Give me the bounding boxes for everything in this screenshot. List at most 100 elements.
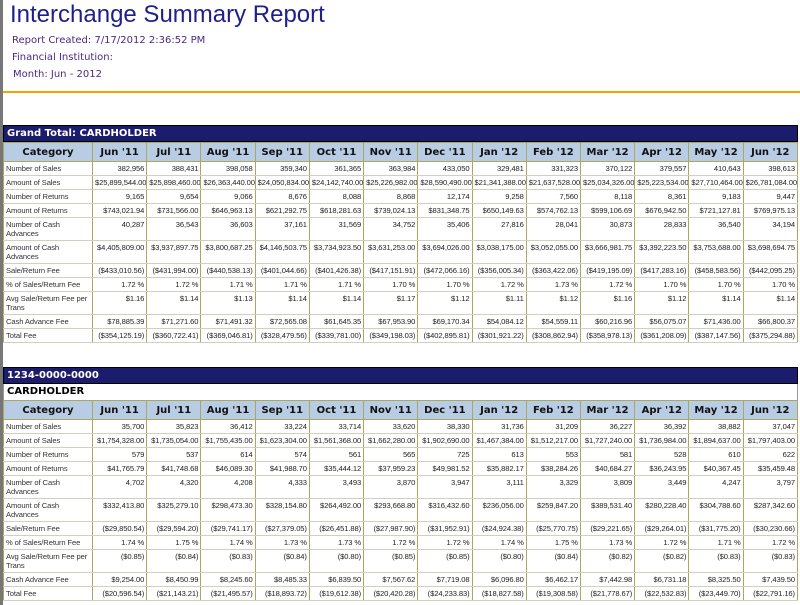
value-cell: ($417,283.16) <box>634 263 690 278</box>
value-cell: ($20,420.28) <box>363 586 419 601</box>
value-cell: 363,984 <box>363 161 419 176</box>
value-cell: 1.72 % <box>91 277 148 292</box>
value-cell: ($25,770.75) <box>525 521 581 536</box>
value-cell: $24,142,740.00 <box>308 175 365 190</box>
value-cell: ($387,147.56) <box>688 328 744 343</box>
value-cell: 379,557 <box>634 161 690 176</box>
table-row: Sale/Return Fee ($433,010.56) ($431,994.00… <box>3 263 799 278</box>
value-cell: 1.72 % <box>471 277 527 292</box>
header-row: Category Jun '11 Jul '11 Aug '11 Sep '11 Oct … <box>3 400 799 420</box>
value-cell: ($31,775.20) <box>688 521 744 536</box>
value-cell: 3,809 <box>579 475 636 499</box>
value-cell: 36,392 <box>634 419 690 434</box>
value-cell: ($19,308.58) <box>525 586 581 601</box>
value-cell: $54,559.11 <box>525 314 581 329</box>
column-header: Dec '11 <box>417 142 473 162</box>
value-cell: 38,882 <box>688 419 744 434</box>
value-cell: 613 <box>471 447 527 462</box>
value-cell: $1,561,368.00 <box>308 433 365 448</box>
value-cell: $1.14 <box>254 291 310 315</box>
value-cell: 398,058 <box>200 161 256 176</box>
column-header: Aug '11 <box>200 400 256 420</box>
value-cell: $35,882.17 <box>471 461 527 476</box>
value-cell: 9,654 <box>146 189 202 204</box>
section-subtitle: CARDHOLDER <box>3 384 798 400</box>
value-cell: $304,788.60 <box>688 498 744 522</box>
value-cell: 1.72 % <box>742 535 799 550</box>
value-cell: 36,543 <box>146 217 202 241</box>
value-cell: $7,442.98 <box>579 572 636 587</box>
row-label: Number of Cash Advances <box>3 217 93 241</box>
column-header: Apr '12 <box>634 142 690 162</box>
value-cell: ($363,422.06) <box>525 263 581 278</box>
value-cell: $41,748.68 <box>146 461 202 476</box>
value-cell: $1.14 <box>688 291 744 315</box>
value-cell: $3,631,253.00 <box>363 240 419 264</box>
value-cell: ($339,781.00) <box>308 328 365 343</box>
value-cell: 1.70 % <box>363 277 419 292</box>
value-cell: $599,106.69 <box>579 203 636 218</box>
value-cell: 1.75 % <box>146 535 202 550</box>
report-created: Report Created: 7/17/2012 2:36:52 PM <box>12 35 206 46</box>
value-cell: ($0.83) <box>742 549 799 573</box>
column-header: Feb '12 <box>525 400 581 420</box>
value-cell: 4,702 <box>91 475 148 499</box>
value-cell: 433,050 <box>417 161 473 176</box>
value-cell: $40,684.27 <box>579 461 636 476</box>
value-cell: 537 <box>146 447 202 462</box>
value-cell: $280,228.40 <box>634 498 690 522</box>
value-cell: 37,161 <box>254 217 310 241</box>
value-cell: $1.12 <box>634 291 690 315</box>
value-cell: ($0.80) <box>471 549 527 573</box>
table-row: Avg Sale/Return Fee per Trans $1.16 $1.14 $… <box>3 291 799 315</box>
value-cell: $28,590,490.00 <box>417 175 473 190</box>
value-cell: ($401,426.38) <box>308 263 365 278</box>
value-cell: $21,341,388.00 <box>471 175 527 190</box>
value-cell: 33,714 <box>308 419 365 434</box>
value-cell: $646,963.13 <box>200 203 256 218</box>
row-label: Amount of Returns <box>3 203 93 218</box>
table-row: Number of Returns 579 537 614 574 561 565 725 61… <box>3 447 799 462</box>
divider <box>3 91 800 93</box>
row-label: Number of Cash Advances <box>3 475 93 499</box>
value-cell: ($22,791.16) <box>742 586 799 601</box>
value-cell: $1,755,435.00 <box>200 433 256 448</box>
value-cell: ($0.85) <box>91 549 148 573</box>
value-cell: $21,637,528.00 <box>525 175 581 190</box>
value-cell: $769,975.13 <box>742 203 799 218</box>
value-cell: $26,781,084.00 <box>742 175 799 190</box>
value-cell: 3,329 <box>525 475 581 499</box>
value-cell: 40,287 <box>91 217 148 241</box>
row-label: Number of Returns <box>3 447 93 462</box>
column-header: Sep '11 <box>254 400 310 420</box>
value-cell: $3,734,923.50 <box>308 240 365 264</box>
value-cell: 37,047 <box>742 419 799 434</box>
row-label: % of Sales/Return Fee <box>3 277 93 292</box>
row-label: Total Fee <box>3 586 93 601</box>
value-cell: ($31,952.91) <box>417 521 473 536</box>
column-header: Mar '12 <box>579 400 636 420</box>
value-cell: 36,412 <box>200 419 256 434</box>
value-cell: $6,731.18 <box>634 572 690 587</box>
value-cell: $1.16 <box>579 291 636 315</box>
value-cell: 8,676 <box>254 189 310 204</box>
value-cell: ($472,066.16) <box>417 263 473 278</box>
value-cell: $1,662,280.00 <box>363 433 419 448</box>
value-cell: 1.74 % <box>471 535 527 550</box>
value-cell: $56,075.07 <box>634 314 690 329</box>
value-cell: 1.74 % <box>200 535 256 550</box>
value-cell: $9,254.00 <box>91 572 148 587</box>
value-cell: ($0.85) <box>417 549 473 573</box>
value-cell: ($0.84) <box>525 549 581 573</box>
value-cell: $46,089.30 <box>200 461 256 476</box>
value-cell: ($0.82) <box>579 549 636 573</box>
value-cell: 34,194 <box>742 217 799 241</box>
value-cell: $60,216.96 <box>579 314 636 329</box>
value-cell: $293,668.80 <box>363 498 419 522</box>
value-cell: $24,050,834.00 <box>254 175 310 190</box>
value-cell: 3,111 <box>471 475 527 499</box>
value-cell: 34,752 <box>363 217 419 241</box>
left-border <box>0 0 3 605</box>
value-cell: 359,340 <box>254 161 310 176</box>
value-cell: 27,816 <box>471 217 527 241</box>
